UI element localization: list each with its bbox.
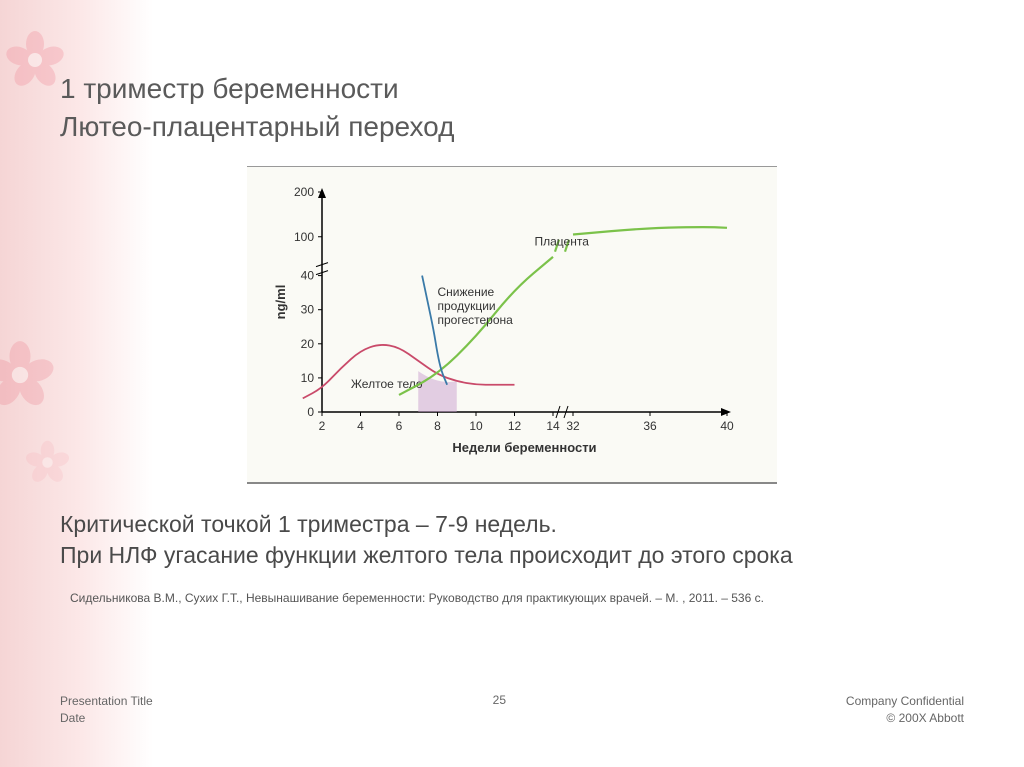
svg-text:14: 14 — [546, 419, 560, 433]
svg-text:30: 30 — [301, 302, 315, 316]
svg-text:4: 4 — [357, 419, 364, 433]
footer-title: Presentation Title — [60, 693, 153, 710]
svg-text:0: 0 — [307, 405, 314, 419]
svg-text:12: 12 — [508, 419, 522, 433]
svg-text:40: 40 — [301, 268, 315, 282]
svg-text:Недели беременности: Недели беременности — [452, 440, 596, 455]
svg-text:ng/ml: ng/ml — [273, 284, 288, 319]
footer: Presentation Title Date 25 Company Confi… — [60, 693, 964, 727]
svg-text:Плацента: Плацента — [535, 234, 590, 248]
svg-text:100: 100 — [294, 229, 314, 243]
body-line2: При НЛФ угасание функции желтого тела пр… — [60, 540, 964, 571]
flower-icon — [5, 30, 65, 90]
svg-text:продукции: продукции — [438, 299, 496, 313]
svg-text:Снижение: Снижение — [438, 285, 495, 299]
svg-text:20: 20 — [301, 336, 315, 350]
footer-confidential: Company Confidential — [846, 693, 964, 710]
footer-copyright: © 200X Abbott — [846, 710, 964, 727]
svg-text:36: 36 — [643, 419, 657, 433]
flower-icon — [25, 440, 70, 485]
svg-text:10: 10 — [301, 370, 315, 384]
svg-text:прогестерона: прогестерона — [438, 313, 514, 327]
svg-text:32: 32 — [566, 419, 580, 433]
title-line1: 1 триместр беременности — [60, 70, 964, 108]
svg-text:2: 2 — [319, 419, 326, 433]
slide-title: 1 триместр беременности Лютео-плацентарн… — [60, 70, 964, 146]
svg-text:8: 8 — [434, 419, 441, 433]
svg-text:6: 6 — [396, 419, 403, 433]
footer-date: Date — [60, 710, 153, 727]
chart: 0 10 20 30 40 100 200 2 4 6 8 10 12 14 32 36 40 ng/ml Неде… — [247, 166, 777, 484]
title-line2: Лютео-плацентарный переход — [60, 108, 964, 146]
svg-text:10: 10 — [469, 419, 483, 433]
body-text: Критической точкой 1 триместра – 7-9 нед… — [60, 509, 964, 571]
slide-number: 25 — [493, 693, 506, 727]
citation: Сидельникова В.М., Сухих Г.Т., Невынашив… — [60, 591, 964, 605]
flower-icon — [0, 340, 55, 410]
body-line1: Критической точкой 1 триместра – 7-9 нед… — [60, 509, 964, 540]
svg-text:40: 40 — [720, 419, 734, 433]
svg-text:200: 200 — [294, 185, 314, 199]
